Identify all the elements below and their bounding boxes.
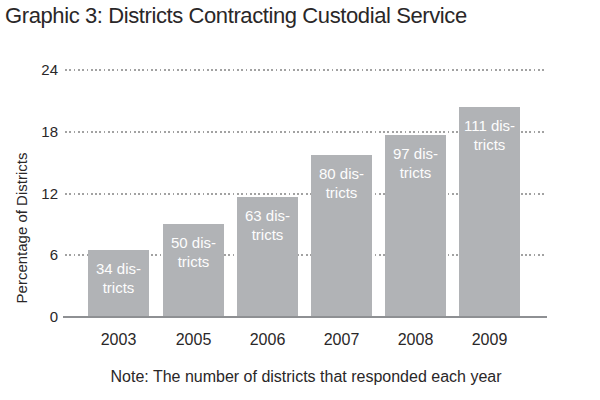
x-axis-line bbox=[63, 316, 547, 318]
note-text: Note: The number of districts that respo… bbox=[65, 368, 547, 386]
x-tick-label-2009: 2009 bbox=[455, 331, 525, 349]
bar-value-label-2003: 34 dis-tricts bbox=[88, 259, 149, 297]
bar-2005: 50 dis-tricts bbox=[163, 224, 224, 317]
bar-value-label-line: tricts bbox=[237, 225, 298, 244]
bar-value-label-line: tricts bbox=[88, 278, 149, 297]
y-tick-label-6: 6 bbox=[18, 246, 58, 264]
bar-value-label-line: tricts bbox=[385, 163, 446, 182]
x-tick-label-2003: 2003 bbox=[84, 331, 154, 349]
bar-value-label-2007: 80 dis-tricts bbox=[311, 164, 372, 202]
bar-value-label-line: tricts bbox=[163, 252, 224, 271]
bar-2007: 80 dis-tricts bbox=[311, 155, 372, 317]
chart-page: Graphic 3: Districts Contracting Custodi… bbox=[0, 0, 600, 400]
bar-2003: 34 dis-tricts bbox=[88, 250, 149, 317]
x-tick-label-2005: 2005 bbox=[159, 331, 229, 349]
y-tick-label-24: 24 bbox=[18, 61, 58, 79]
bar-2008: 97 dis-tricts bbox=[385, 135, 446, 317]
y-tick-label-0: 0 bbox=[18, 308, 58, 326]
bar-value-label-2005: 50 dis-tricts bbox=[163, 233, 224, 271]
bar-value-label-line: tricts bbox=[311, 183, 372, 202]
x-tick-label-2008: 2008 bbox=[381, 331, 451, 349]
chart-title: Graphic 3: Districts Contracting Custodi… bbox=[5, 3, 467, 29]
bar-value-label-line: 80 dis- bbox=[311, 164, 372, 183]
gridline-24 bbox=[65, 69, 547, 71]
bar-value-label-2008: 97 dis-tricts bbox=[385, 144, 446, 182]
bar-value-label-line: tricts bbox=[459, 135, 520, 154]
bar-value-label-2006: 63 dis-tricts bbox=[237, 206, 298, 244]
bar-value-label-line: 97 dis- bbox=[385, 144, 446, 163]
bar-value-label-line: 34 dis- bbox=[88, 259, 149, 278]
bar-value-label-2009: 111 dis-tricts bbox=[459, 116, 520, 154]
bar-2009: 111 dis-tricts bbox=[459, 107, 520, 317]
bar-value-label-line: 50 dis- bbox=[163, 233, 224, 252]
x-tick-label-2006: 2006 bbox=[233, 331, 303, 349]
y-axis-label: Percentage of Districts bbox=[13, 128, 31, 328]
y-tick-label-18: 18 bbox=[18, 123, 58, 141]
x-tick-label-2007: 2007 bbox=[307, 331, 377, 349]
y-tick-label-12: 12 bbox=[18, 185, 58, 203]
bar-value-label-line: 111 dis- bbox=[459, 116, 520, 135]
bar-value-label-line: 63 dis- bbox=[237, 206, 298, 225]
bar-2006: 63 dis-tricts bbox=[237, 197, 298, 317]
